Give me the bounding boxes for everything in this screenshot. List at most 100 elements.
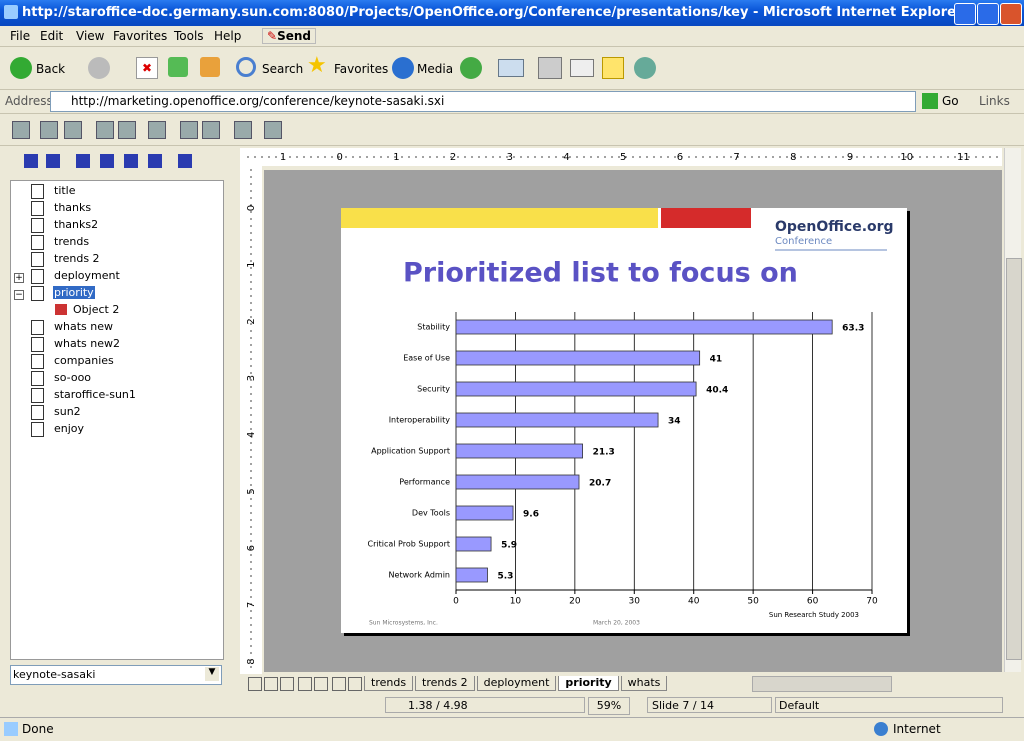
nav-button[interactable] bbox=[46, 154, 60, 168]
slide-item[interactable]: title bbox=[54, 184, 76, 197]
search-button[interactable]: Search bbox=[262, 62, 304, 76]
tab-nav-button[interactable] bbox=[248, 677, 262, 691]
slide-item[interactable]: thanks2 bbox=[54, 218, 99, 231]
status-text: Done bbox=[22, 722, 54, 736]
messenger-button[interactable] bbox=[634, 57, 656, 79]
vertical-ruler: 0 1 2 3 4 5 6 7 8 bbox=[240, 166, 262, 674]
history-button[interactable] bbox=[460, 57, 482, 79]
close-button[interactable] bbox=[1000, 3, 1022, 25]
y-tick-label: Application Support bbox=[371, 447, 450, 456]
vertical-scrollbar[interactable] bbox=[1004, 148, 1022, 672]
ruler-label: 4 bbox=[563, 152, 569, 163]
tab-nav-button[interactable] bbox=[332, 677, 346, 691]
slide-field: Slide 7 / 14 bbox=[647, 697, 772, 713]
tab-nav-button[interactable] bbox=[264, 677, 278, 691]
ie-status-bar: Done Internet bbox=[0, 717, 1024, 741]
slide-item[interactable]: priority bbox=[53, 286, 95, 299]
slide-tab[interactable]: priority bbox=[558, 676, 619, 691]
print-button[interactable] bbox=[538, 57, 562, 79]
slide-tab[interactable]: trends 2 bbox=[415, 676, 475, 691]
slide-tab[interactable]: deployment bbox=[476, 676, 557, 691]
expander[interactable]: + bbox=[14, 273, 24, 283]
tab-nav-button[interactable] bbox=[314, 677, 328, 691]
menu-item[interactable]: Help bbox=[214, 29, 242, 43]
slide-item[interactable]: deployment bbox=[54, 269, 120, 282]
tool-button[interactable] bbox=[96, 121, 114, 139]
tab-nav-button[interactable] bbox=[280, 677, 294, 691]
maximize-button[interactable] bbox=[977, 3, 999, 25]
tool-button[interactable] bbox=[12, 121, 30, 139]
toolbar: Back ✖ Search ★ Favorites Media bbox=[0, 47, 1024, 90]
y-tick-label: Critical Prob Support bbox=[368, 540, 450, 549]
tab-nav-button[interactable] bbox=[298, 677, 312, 691]
nav-button[interactable] bbox=[76, 154, 90, 168]
nav-button[interactable] bbox=[100, 154, 114, 168]
slide-item[interactable]: trends bbox=[54, 235, 90, 248]
tab-nav-button[interactable] bbox=[348, 677, 362, 691]
tool-button[interactable] bbox=[118, 121, 136, 139]
favorites-button[interactable]: Favorites bbox=[334, 62, 389, 76]
media-button[interactable]: Media bbox=[417, 62, 454, 76]
menu-item[interactable]: File bbox=[10, 29, 31, 43]
slide-icon bbox=[31, 218, 44, 233]
slide-item[interactable]: companies bbox=[54, 354, 114, 367]
slide-item[interactable]: thanks bbox=[54, 201, 92, 214]
slide-item[interactable]: whats new2 bbox=[54, 337, 120, 350]
menu-item[interactable]: Tools bbox=[174, 29, 204, 43]
footer-left: Sun Microsystems, Inc. bbox=[369, 620, 438, 627]
data-label: 5.3 bbox=[497, 572, 513, 582]
slide-item[interactable]: sun2 bbox=[54, 405, 81, 418]
window-title: http://staroffice-doc.germany.sun.com:80… bbox=[22, 5, 963, 20]
slide-tab[interactable]: trends bbox=[364, 676, 414, 691]
home-button[interactable] bbox=[200, 57, 220, 77]
expander[interactable]: − bbox=[14, 290, 24, 300]
address-field[interactable]: http://marketing.openoffice.org/conferen… bbox=[50, 91, 916, 112]
object-item[interactable]: Object 2 bbox=[73, 303, 120, 316]
slide-item[interactable]: whats new bbox=[54, 320, 113, 333]
tool-button[interactable] bbox=[64, 121, 82, 139]
links-button[interactable]: Links bbox=[979, 94, 1010, 108]
tool-button[interactable] bbox=[180, 121, 198, 139]
slide-icon bbox=[31, 184, 44, 199]
nav-button[interactable] bbox=[178, 154, 192, 168]
navigator-list: title thanks thanks2 trends trends 2 + deploym… bbox=[10, 180, 224, 660]
y-tick-label: Interoperability bbox=[389, 416, 451, 425]
go-button[interactable]: Go bbox=[942, 94, 959, 108]
document-dropdown[interactable]: keynote-sasaki ▼ bbox=[10, 665, 222, 685]
forward-button[interactable] bbox=[88, 57, 110, 79]
stop-button[interactable]: ✖ bbox=[136, 57, 158, 79]
minimize-button[interactable] bbox=[954, 3, 976, 25]
tool-button[interactable] bbox=[202, 121, 220, 139]
nav-button[interactable] bbox=[124, 154, 138, 168]
back-button[interactable]: Back bbox=[36, 62, 66, 76]
refresh-button[interactable] bbox=[168, 57, 188, 77]
go-icon bbox=[922, 93, 938, 109]
tool-button[interactable] bbox=[234, 121, 252, 139]
scroll-thumb[interactable] bbox=[1006, 258, 1022, 660]
tool-button[interactable] bbox=[148, 121, 166, 139]
slide-tab[interactable]: whats bbox=[620, 676, 668, 691]
mail-button[interactable] bbox=[498, 59, 524, 77]
ruler-label: 2 bbox=[450, 152, 456, 163]
horizontal-scroll-thumb[interactable] bbox=[752, 676, 892, 692]
tool-button[interactable] bbox=[40, 121, 58, 139]
send-button[interactable]: ✎Send bbox=[262, 28, 316, 44]
document-name: keynote-sasaki bbox=[13, 668, 96, 681]
menu-item[interactable]: View bbox=[76, 29, 105, 43]
slide-item[interactable]: trends 2 bbox=[54, 252, 100, 265]
slide-item[interactable]: enjoy bbox=[54, 422, 85, 435]
discuss-button[interactable] bbox=[602, 57, 624, 79]
menu-item[interactable]: Favorites bbox=[113, 29, 168, 43]
edit-button[interactable] bbox=[570, 59, 594, 77]
ruler-label: 1 bbox=[246, 262, 257, 268]
slide-icon bbox=[31, 201, 44, 216]
nav-button[interactable] bbox=[24, 154, 38, 168]
slide-icon bbox=[31, 286, 44, 301]
slide-item[interactable]: staroffice-sun1 bbox=[54, 388, 136, 401]
tool-button[interactable] bbox=[264, 121, 282, 139]
ruler-label: 1 bbox=[280, 152, 286, 163]
nav-button[interactable] bbox=[148, 154, 162, 168]
slide-item[interactable]: so-ooo bbox=[54, 371, 92, 384]
send-label: Send bbox=[277, 29, 311, 43]
menu-item[interactable]: Edit bbox=[40, 29, 64, 43]
